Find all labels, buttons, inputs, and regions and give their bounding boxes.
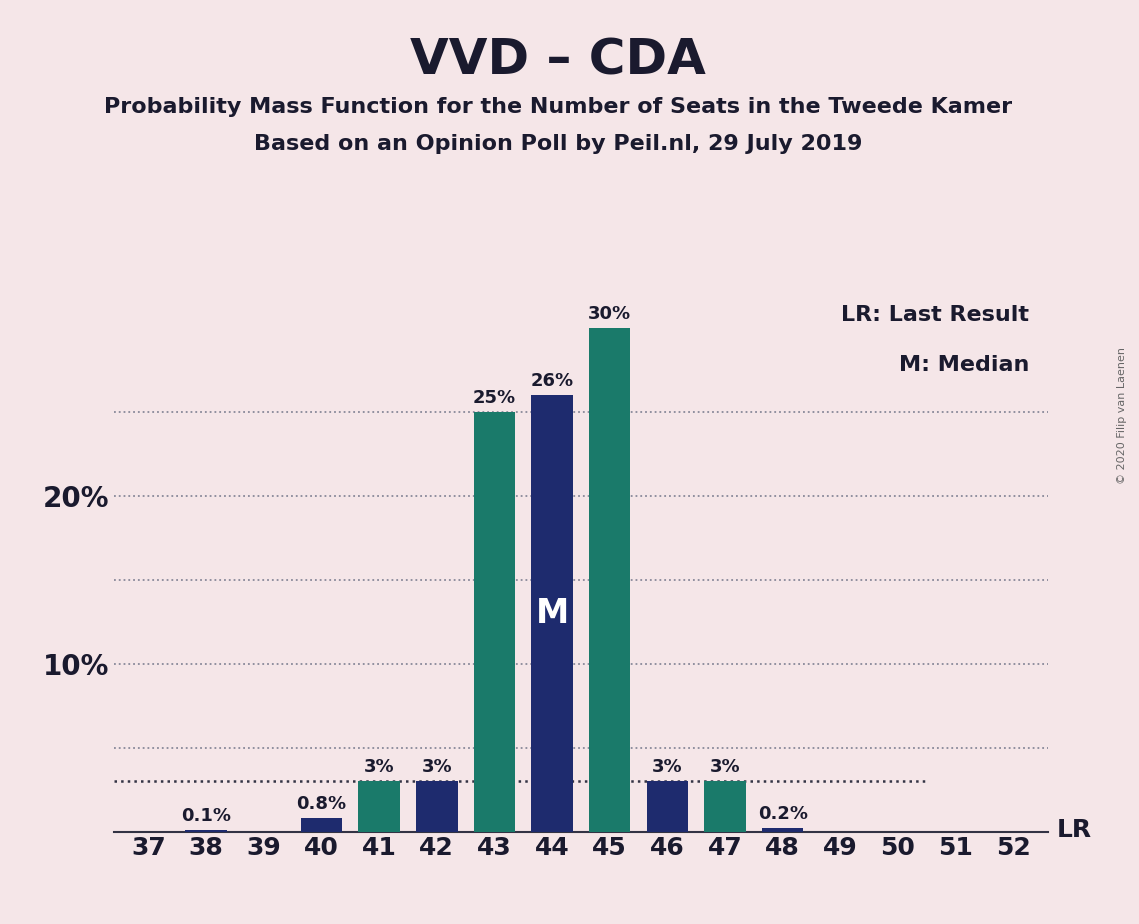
Text: Based on an Opinion Poll by Peil.nl, 29 July 2019: Based on an Opinion Poll by Peil.nl, 29 … [254, 134, 862, 154]
Text: 3%: 3% [363, 759, 394, 776]
Text: 26%: 26% [531, 371, 574, 390]
Text: LR: Last Result: LR: Last Result [842, 305, 1030, 325]
Text: M: Median: M: Median [899, 355, 1030, 375]
Text: 3%: 3% [421, 759, 452, 776]
Text: 0.2%: 0.2% [757, 805, 808, 823]
Text: © 2020 Filip van Laenen: © 2020 Filip van Laenen [1117, 347, 1126, 484]
Text: VVD – CDA: VVD – CDA [410, 37, 706, 85]
Bar [416, 781, 458, 832]
Bar [474, 411, 515, 832]
Text: 3%: 3% [652, 759, 682, 776]
Bar [301, 818, 342, 832]
Bar [186, 830, 227, 832]
Bar [531, 395, 573, 832]
Bar [704, 781, 746, 832]
Text: 0.8%: 0.8% [296, 796, 346, 813]
Text: 30%: 30% [588, 305, 631, 322]
Text: Probability Mass Function for the Number of Seats in the Tweede Kamer: Probability Mass Function for the Number… [104, 97, 1013, 117]
Text: 3%: 3% [710, 759, 740, 776]
Bar [589, 328, 631, 832]
Text: M: M [535, 597, 568, 629]
Bar [647, 781, 688, 832]
Text: 25%: 25% [473, 389, 516, 407]
Text: 0.1%: 0.1% [181, 807, 231, 825]
Bar [762, 828, 803, 832]
Text: LR: LR [1057, 818, 1092, 842]
Bar [359, 781, 400, 832]
